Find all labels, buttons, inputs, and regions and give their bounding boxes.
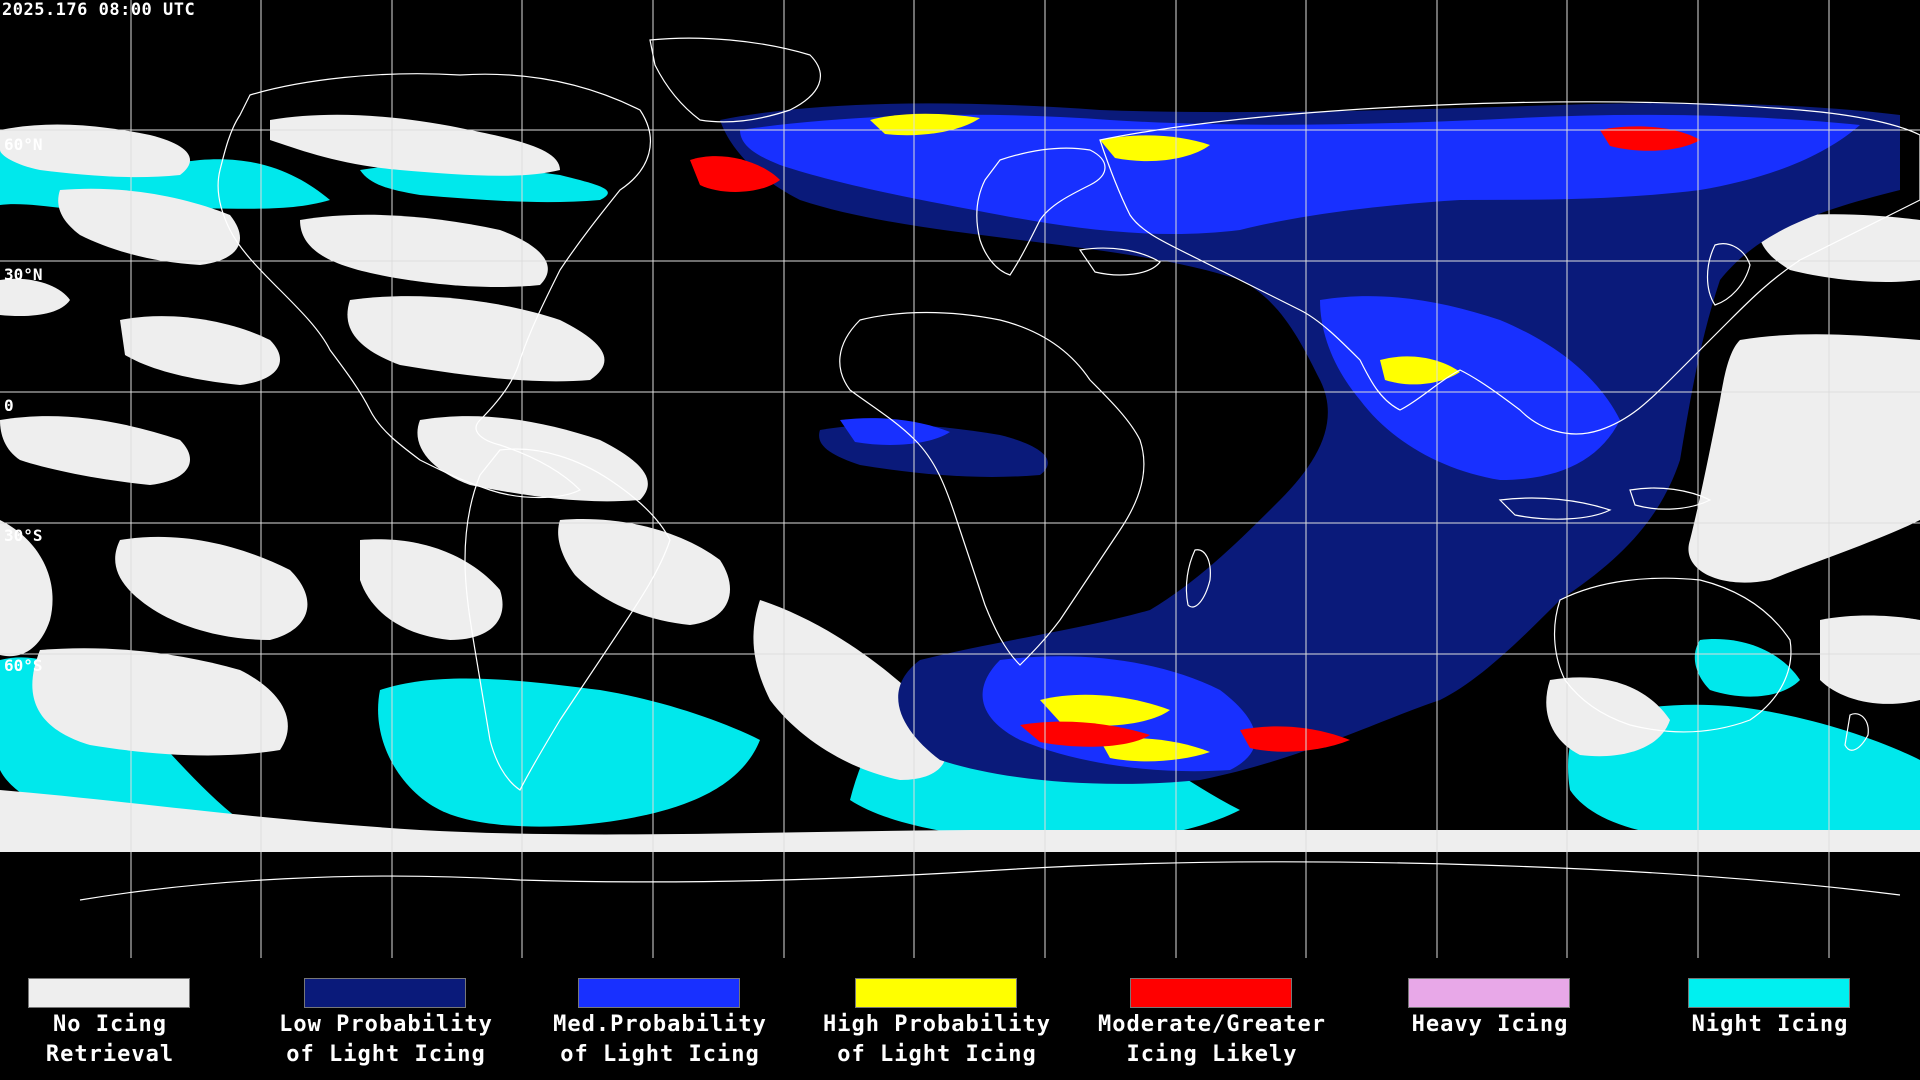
no-icing-swatch-icon (28, 978, 190, 1008)
med-probability-layer (740, 114, 1860, 772)
legend-label-line2: Retrieval (45, 1042, 175, 1067)
icing-map: 2025.176 08:00 UTC 60°N 30°N 0 30°S 60°S (0, 0, 1920, 958)
graticule (0, 0, 1920, 958)
high-probability-swatch-icon (855, 978, 1017, 1008)
legend-item-heavy-icing: Heavy Icing (1350, 978, 1630, 1078)
low-probability-swatch-icon (304, 978, 466, 1008)
legend-label-line1: Med.Probability (553, 1012, 767, 1037)
night-icing-swatch-icon (1688, 978, 1850, 1008)
moderate-icing-layer (690, 126, 1700, 752)
latitude-label-30s: 30°S (4, 526, 43, 545)
legend-item-night-icing: Night Icing (1630, 978, 1910, 1078)
latitude-label-equator: 0 (4, 396, 14, 415)
legend-label-line1: Low Probability (279, 1012, 493, 1037)
legend-label-line1: Heavy Icing (1411, 1012, 1569, 1037)
legend-label-line1: High Probability (823, 1012, 1051, 1037)
med-probability-swatch-icon (578, 978, 740, 1008)
no-icing-layer (0, 114, 1920, 852)
legend-item-no-icing: No Icing Retrieval (0, 978, 250, 1078)
high-probability-layer (870, 113, 1460, 762)
latitude-label-60s: 60°S (4, 656, 43, 675)
map-canvas (0, 0, 1920, 958)
legend-item-high-probability: High Probability of Light Icing (797, 978, 1077, 1078)
heavy-icing-swatch-icon (1408, 978, 1570, 1008)
legend-label-line1: No Icing (53, 1012, 167, 1037)
legend: No Icing Retrieval Low Probability of Li… (0, 958, 1920, 1080)
legend-label-line2: of Light Icing (560, 1042, 760, 1067)
latitude-label-30n: 30°N (4, 265, 43, 284)
legend-label-line2: Icing Likely (1126, 1042, 1298, 1067)
legend-item-moderate-icing: Moderate/Greater Icing Likely (1072, 978, 1352, 1078)
legend-label-line1: Night Icing (1691, 1012, 1849, 1037)
legend-label-line2: of Light Icing (837, 1042, 1037, 1067)
latitude-label-60n: 60°N (4, 135, 43, 154)
timestamp: 2025.176 08:00 UTC (2, 0, 196, 20)
legend-item-med-probability: Med.Probability of Light Icing (520, 978, 800, 1078)
legend-label-line1: Moderate/Greater (1098, 1012, 1326, 1037)
legend-item-low-probability: Low Probability of Light Icing (246, 978, 526, 1078)
legend-label-line2: of Light Icing (286, 1042, 486, 1067)
coastlines (79, 37, 1920, 901)
moderate-icing-swatch-icon (1130, 978, 1292, 1008)
